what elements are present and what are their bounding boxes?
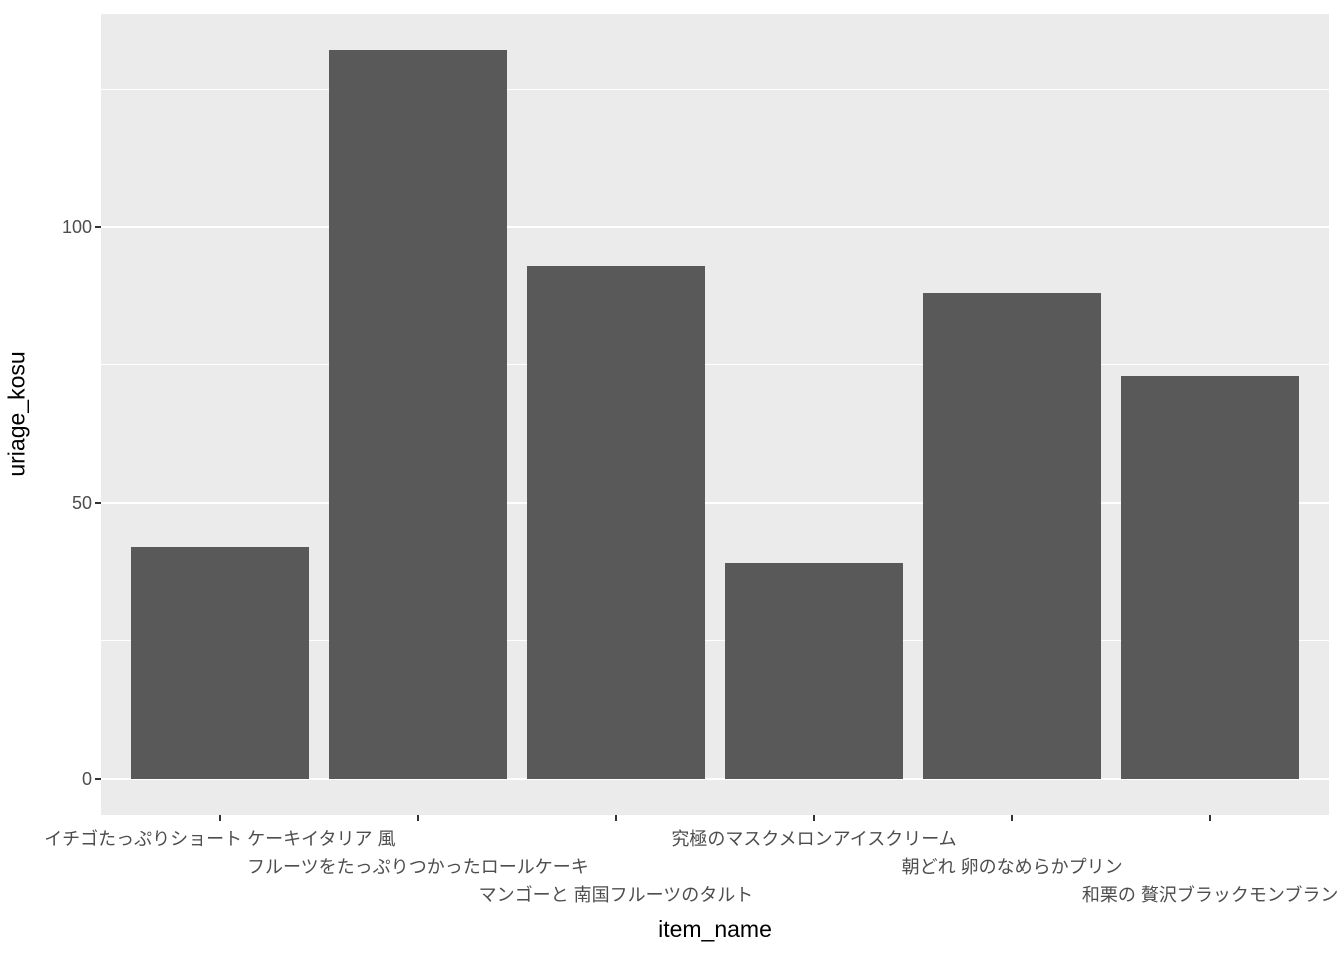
x-tick-mark xyxy=(614,815,617,821)
bar xyxy=(526,265,706,779)
y-tick-mark xyxy=(95,777,101,780)
gridline-minor xyxy=(101,640,1329,642)
gridline-minor xyxy=(101,364,1329,366)
gridline-major xyxy=(101,777,1329,780)
x-tick-label: 究極のマスクメロンアイスクリーム xyxy=(671,829,957,849)
x-tick-mark xyxy=(416,815,419,821)
y-tick-label: 0 xyxy=(81,768,92,789)
x-tick-mark xyxy=(813,815,816,821)
y-axis-title: uriage_kosu xyxy=(3,351,30,477)
x-axis-title: item_name xyxy=(658,916,772,942)
gridline-minor xyxy=(101,88,1329,90)
gridline-major xyxy=(101,225,1329,228)
x-tick-label: 和栗の 贅沢ブラックモンブラン xyxy=(1081,885,1339,905)
x-tick-mark xyxy=(1011,815,1014,821)
x-tick-label: フルーツをたっぷりつかったロールケーキ xyxy=(246,857,589,877)
bar xyxy=(328,50,508,779)
bar xyxy=(724,563,904,779)
plot-panel xyxy=(101,14,1329,815)
y-tick-mark xyxy=(95,501,101,504)
x-tick-mark xyxy=(218,815,221,821)
bar xyxy=(1121,375,1300,779)
y-tick-label: 100 xyxy=(61,216,92,237)
y-tick-label: 50 xyxy=(71,492,92,513)
bar xyxy=(922,293,1102,779)
x-tick-label: イチゴたっぷりショート ケーキイタリア 風 xyxy=(44,829,396,849)
bar xyxy=(130,546,309,779)
x-tick-label: マンゴーと 南国フルーツのタルト xyxy=(478,885,754,905)
y-tick-mark xyxy=(95,225,101,228)
x-tick-label: 朝どれ 卵のなめらかプリン xyxy=(901,857,1123,877)
x-tick-mark xyxy=(1209,815,1212,821)
gridline-major xyxy=(101,501,1329,504)
